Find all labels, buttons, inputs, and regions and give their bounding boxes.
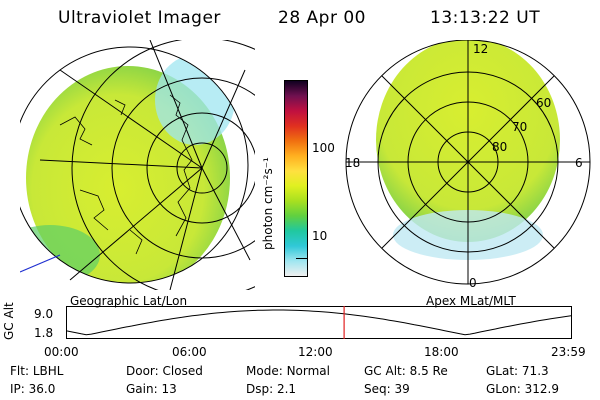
colorbar (284, 80, 308, 277)
terminator-line (20, 254, 61, 273)
mlt-label-0: 0 (469, 276, 477, 290)
colorbar-tick-10: 10 (312, 229, 328, 243)
status-dsp: Dsp: 2.1 (246, 382, 297, 396)
status-glat: GLat: 71.3 (486, 364, 549, 378)
status-glon: GLon: 312.9 (486, 382, 559, 396)
mlt-label-18: 18 (345, 156, 361, 170)
mlat-label-70: 70 (512, 120, 528, 134)
mlat-label-60: 60 (536, 96, 552, 110)
colorbar-tick-100: 100 (312, 141, 335, 155)
timeline-xtick-2359: 23:59 (551, 345, 586, 359)
status-ip: IP: 36.0 (10, 382, 56, 396)
status-gain: Gain: 13 (126, 382, 177, 396)
geographic-map-caption: Geographic Lat/Lon (70, 294, 188, 308)
image-date: 28 Apr 00 (278, 8, 366, 28)
timeline-xtick-1200: 12:00 (298, 345, 333, 359)
geographic-map (20, 40, 255, 290)
colorbar-unit-label: photon cm⁻²s⁻¹ (261, 157, 275, 250)
magnetic-map (345, 40, 591, 285)
timeline-ytick-low: 1.8 (34, 326, 54, 340)
altitude-curve (66, 309, 572, 336)
image-time: 13:13:22 UT (430, 8, 541, 28)
timeline-xtick-0000: 00:00 (44, 345, 79, 359)
magnetic-map-caption: Apex MLat/MLT (426, 294, 516, 308)
timeline-plot (66, 306, 572, 339)
timeline-ytick-high: 9.0 (34, 307, 54, 321)
coastline-outlines (59, 94, 193, 255)
app-title: Ultraviolet Imager (58, 8, 221, 28)
status-door: Door: Closed (126, 364, 203, 378)
status-gc-alt: GC Alt: 8.5 Re (364, 364, 448, 378)
status-seq: Seq: 39 (364, 382, 410, 396)
mlt-label-12: 12 (473, 42, 489, 56)
timeline-xtick-1800: 18:00 (424, 345, 459, 359)
status-filter: Flt: LBHL (10, 364, 64, 378)
timeline-xtick-0600: 06:00 (172, 345, 207, 359)
mlat-mlt-grid (345, 40, 591, 285)
geographic-grid (39, 40, 255, 290)
mlat-label-80: 80 (492, 140, 508, 154)
mlt-label-6: 6 (575, 156, 583, 170)
status-mode: Mode: Normal (246, 364, 330, 378)
timeline-axis-label: GC Alt (2, 302, 16, 340)
